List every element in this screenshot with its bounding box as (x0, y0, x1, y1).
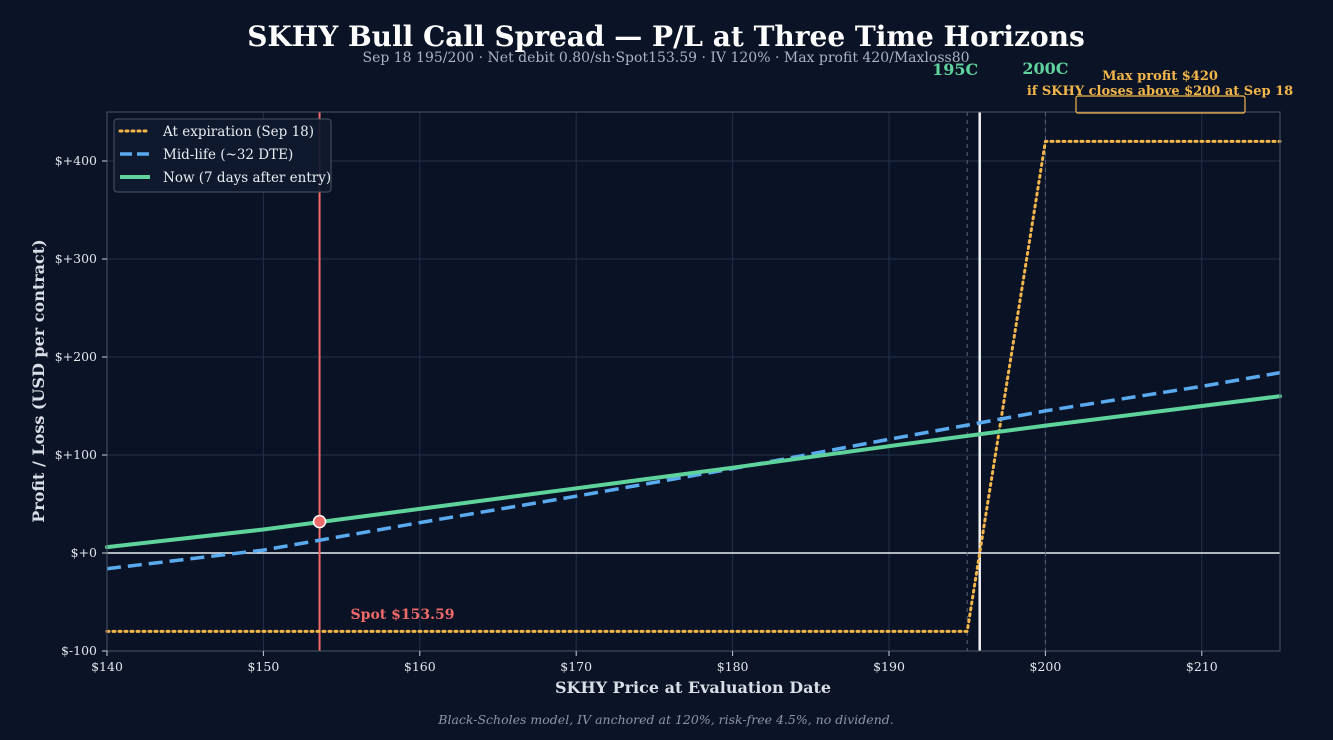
chart-title: SKHY Bull Call Spread — P/L at Three Tim… (247, 20, 1085, 53)
x-tick-label: $190 (873, 659, 905, 674)
spot-marker (312, 514, 327, 529)
y-axis-ticks: $-100 $+0 $+100 $+200 $+300 $+400 (55, 153, 107, 658)
x-tick-label: $210 (1186, 659, 1218, 674)
plot-area (107, 112, 1280, 651)
plot-border (106, 111, 1281, 652)
legend-label-expiration: At expiration (Sep 18) (162, 124, 314, 140)
x-axis-label: SKHY Price at Evaluation Date (555, 678, 831, 697)
x-tick-label: $170 (560, 659, 592, 674)
strike-195-label: 195C (932, 60, 978, 79)
annotation-box (1075, 95, 1246, 114)
markers (312, 514, 327, 529)
y-tick-label: $+300 (55, 251, 97, 266)
y-tick-label: $+0 (71, 545, 97, 560)
y-axis-label: Profit / Loss (USD per contract) (29, 239, 48, 522)
x-tick-label: $200 (1029, 659, 1061, 674)
strike-200-label: 200C (1022, 59, 1068, 78)
annotation-line1: Max profit $420 (1102, 69, 1218, 84)
y-tick-label: $+200 (55, 349, 97, 364)
y-tick-label: $-100 (61, 643, 97, 658)
y-tick-label: $+100 (55, 447, 97, 462)
x-axis-ticks: $140 $150 $160 $170 $180 $190 $200 $210 (91, 651, 1218, 674)
annotation-line2: if SKHY closes above $200 at Sep 18 (1027, 84, 1293, 99)
legend-label-now: Now (7 days after entry) (163, 170, 331, 186)
x-tick-label: $150 (247, 659, 279, 674)
x-tick-label: $140 (91, 659, 123, 674)
chart-subtitle: Sep 18 195/200 · Net debit 0.80/sh·Spot1… (362, 50, 969, 66)
x-tick-label: $160 (404, 659, 436, 674)
legend-box (113, 118, 332, 193)
x-tick-label: $180 (717, 659, 749, 674)
y-tick-label: $+400 (55, 153, 97, 168)
spot-label: Spot $153.59 (351, 607, 455, 623)
legend-label-midlife: Mid-life (~32 DTE) (163, 147, 293, 163)
footnote: Black-Scholes model, IV anchored at 120%… (437, 712, 893, 727)
legend: At expiration (Sep 18) Mid-life (~32 DTE… (113, 118, 332, 193)
reference-lines (107, 112, 1280, 651)
